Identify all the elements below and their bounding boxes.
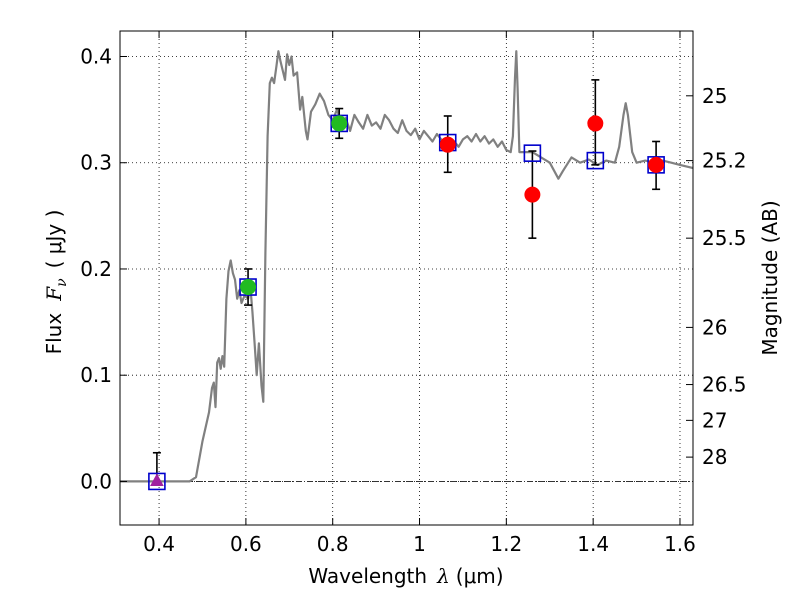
y2-tick-label: 25.5 bbox=[702, 226, 747, 250]
model-band-square bbox=[586, 151, 605, 170]
model-band-square bbox=[523, 144, 542, 162]
observed-flux-marker bbox=[240, 279, 257, 296]
observed-flux-marker bbox=[587, 115, 604, 132]
y2-tick-label: 25 bbox=[702, 84, 727, 108]
y-ticks: 0.0 0.1 0.2 0.3 0.4 bbox=[80, 44, 127, 493]
observed-flux-marker bbox=[439, 136, 456, 153]
y2-tick-label: 27 bbox=[702, 408, 727, 432]
x-tick-label: 1.2 bbox=[490, 532, 522, 556]
x-tick-label: 0.8 bbox=[317, 532, 349, 556]
model-spectrum-line bbox=[120, 50, 693, 483]
x-tick-label: 1.4 bbox=[577, 532, 609, 556]
y2-axis-label: Magnitude (AB) bbox=[758, 200, 782, 355]
y2-tick-label: 25.2 bbox=[702, 149, 747, 173]
y-tick-label: 0.4 bbox=[80, 44, 112, 68]
x-axis-label: Wavelength λ (μm) bbox=[308, 564, 503, 588]
y-tick-label: 0.1 bbox=[80, 363, 112, 387]
y-tick-label: 0.0 bbox=[80, 469, 112, 493]
plot-frame bbox=[119, 30, 694, 526]
y-tick-label: 0.2 bbox=[80, 257, 112, 281]
x-tick-label: 0.6 bbox=[230, 532, 262, 556]
x-tick-label: 0.4 bbox=[143, 532, 175, 556]
grid-lines bbox=[120, 31, 693, 525]
y2-ticks: 25 25.2 25.5 26 26.5 27 28 bbox=[686, 84, 747, 469]
observed-upper-limit-marker bbox=[150, 473, 164, 486]
error-bars bbox=[152, 79, 661, 482]
model-spectrum bbox=[120, 50, 693, 483]
x-tick-label: 1.6 bbox=[664, 532, 696, 556]
y2-tick-label: 26.5 bbox=[702, 373, 747, 397]
y2-tick-label: 28 bbox=[702, 445, 727, 469]
x-ticks: 0.4 0.6 0.8 1 1.2 1.4 1.6 bbox=[143, 31, 696, 556]
observed-flux-marker bbox=[648, 156, 665, 173]
observed-flux-marker bbox=[331, 115, 348, 132]
x-tick-label: 1 bbox=[413, 532, 426, 556]
y-tick-label: 0.3 bbox=[80, 151, 112, 175]
observed-flux-marker bbox=[524, 186, 541, 203]
y2-tick-label: 26 bbox=[702, 315, 727, 339]
y-axis-label: FluxFν( μJy ) bbox=[42, 210, 70, 355]
observed-markers bbox=[150, 115, 665, 486]
